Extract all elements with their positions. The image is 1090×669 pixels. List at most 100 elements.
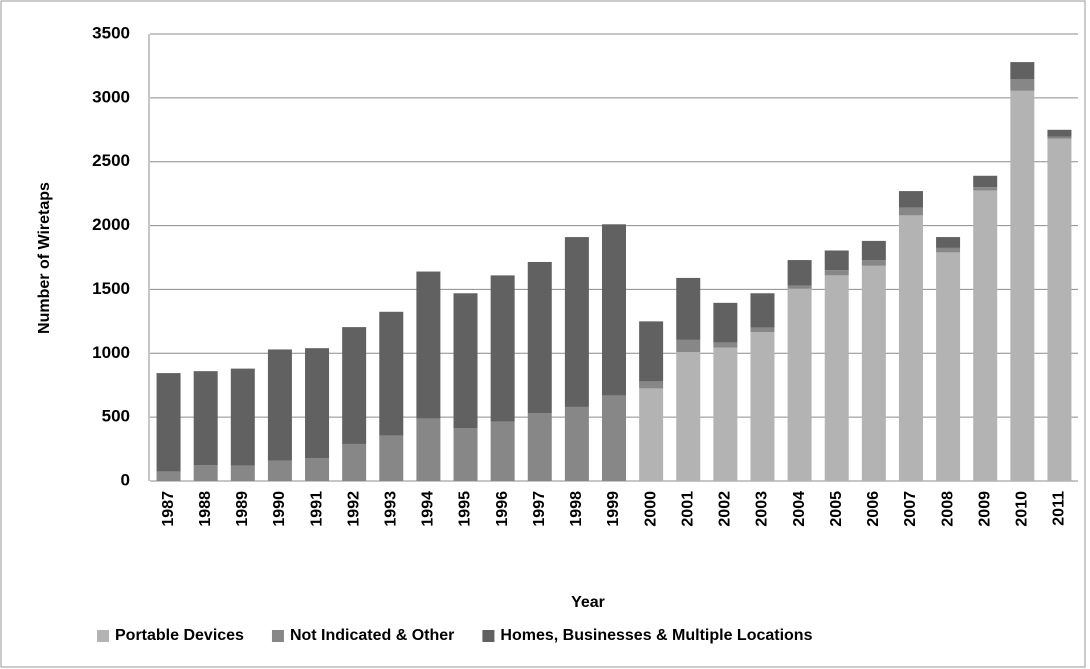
bar-segment [490, 421, 515, 481]
x-tick-label: 2002 [717, 491, 734, 527]
bar-segment [639, 388, 664, 481]
x-tick-label: 1987 [160, 491, 177, 527]
bar-segment [564, 406, 589, 481]
bar-segment [676, 277, 701, 340]
bar-segment [787, 285, 812, 289]
bar-segment [936, 252, 961, 481]
bar-segment [676, 352, 701, 481]
bar-segment [305, 348, 330, 459]
x-tick-label: 2005 [828, 491, 845, 527]
x-tick-label: 2003 [754, 491, 771, 527]
x-tick-label: 2004 [791, 491, 808, 527]
bar-segment [453, 427, 478, 481]
bar-segment [973, 187, 998, 191]
bar-segment [527, 261, 552, 414]
x-tick-label: 1992 [345, 491, 362, 527]
x-tick-label: 2008 [939, 491, 956, 527]
x-tick-label: 2009 [976, 491, 993, 527]
legend-label: Homes, Businesses & Multiple Locations [500, 627, 812, 644]
bar-segment [973, 175, 998, 188]
bar-segment [193, 371, 218, 466]
bar-segment [750, 327, 775, 333]
y-tick-label: 2000 [92, 215, 130, 234]
x-tick-label: 1993 [382, 491, 399, 527]
y-tick-label: 500 [102, 407, 130, 426]
x-tick-label: 1990 [271, 491, 288, 527]
bar-segment [156, 373, 181, 472]
bar-segment [564, 237, 589, 407]
x-axis-title: Year [571, 594, 605, 611]
y-tick-label: 3000 [92, 87, 130, 106]
bar-segment [639, 381, 664, 389]
bar-segment [861, 240, 886, 261]
bar-segment [750, 293, 775, 328]
bar-segment [193, 465, 218, 481]
bar-segment [824, 270, 849, 276]
bar-segment [973, 190, 998, 481]
x-tick-label: 1988 [197, 491, 214, 527]
bar-segment [1047, 136, 1072, 139]
bar-segment [527, 413, 552, 481]
bar-segment [267, 349, 292, 461]
bar-segment [416, 271, 441, 419]
bar-segment [230, 368, 255, 466]
bar-segment [1047, 138, 1072, 481]
bar-segment [750, 332, 775, 481]
y-axis-title: Number of Wiretaps [36, 182, 53, 334]
bar-segment [305, 458, 330, 481]
legend-swatch [482, 630, 495, 642]
y-tick-label: 1500 [92, 279, 130, 298]
bar-segment [602, 395, 626, 481]
y-tick-label: 1000 [92, 343, 130, 362]
bar-segment [1010, 62, 1035, 80]
legend-label: Not Indicated & Other [290, 627, 454, 644]
bar-segment [342, 443, 367, 481]
y-tick-label: 3500 [92, 23, 130, 42]
bar-segment [824, 250, 849, 271]
bar-segment [379, 311, 404, 436]
x-tick-label: 2001 [679, 491, 696, 527]
x-tick-label: 1991 [308, 491, 325, 527]
bar-segment [342, 327, 367, 444]
bar-segment [824, 275, 849, 481]
x-tick-label: 1997 [531, 491, 548, 527]
x-tick-label: 2010 [1014, 491, 1031, 527]
bar-segment [267, 460, 292, 481]
legend-swatch [271, 630, 284, 642]
bar-segment [898, 207, 923, 216]
x-tick-label: 2000 [642, 491, 659, 527]
bar-segment [713, 302, 738, 343]
bar-segment [676, 339, 701, 353]
bar-segment [490, 275, 515, 422]
legend-swatch [97, 630, 109, 642]
x-tick-label: 1995 [457, 491, 474, 527]
x-tick-label: 1998 [568, 491, 585, 527]
bar-segment [898, 215, 923, 481]
bar-segment [1047, 129, 1072, 137]
x-tick-label: 2007 [902, 491, 919, 527]
bar-segment [787, 260, 812, 286]
bar-segment [898, 191, 923, 208]
bar-segment [713, 347, 738, 481]
bar-segment [453, 293, 478, 428]
bar-segment [602, 224, 626, 396]
bar-segment [1010, 90, 1035, 481]
y-tick-label: 2500 [92, 151, 130, 170]
y-tick-label: 0 [121, 470, 130, 489]
bar-segment [1010, 79, 1035, 91]
bar-segment [230, 465, 255, 481]
bar-segment [639, 321, 664, 382]
x-tick-label: 1996 [494, 491, 511, 527]
bar-segment [379, 435, 404, 481]
bar-segment [713, 342, 738, 348]
x-tick-label: 1989 [234, 491, 251, 527]
bar-segment [416, 418, 441, 481]
bar-segment [936, 237, 961, 248]
x-tick-label: 2011 [1051, 491, 1068, 526]
x-tick-label: 1994 [420, 491, 437, 527]
bar-segment [787, 288, 812, 481]
x-tick-label: 2006 [865, 491, 882, 527]
bar-segment [861, 260, 886, 266]
legend-label: Portable Devices [115, 627, 244, 644]
